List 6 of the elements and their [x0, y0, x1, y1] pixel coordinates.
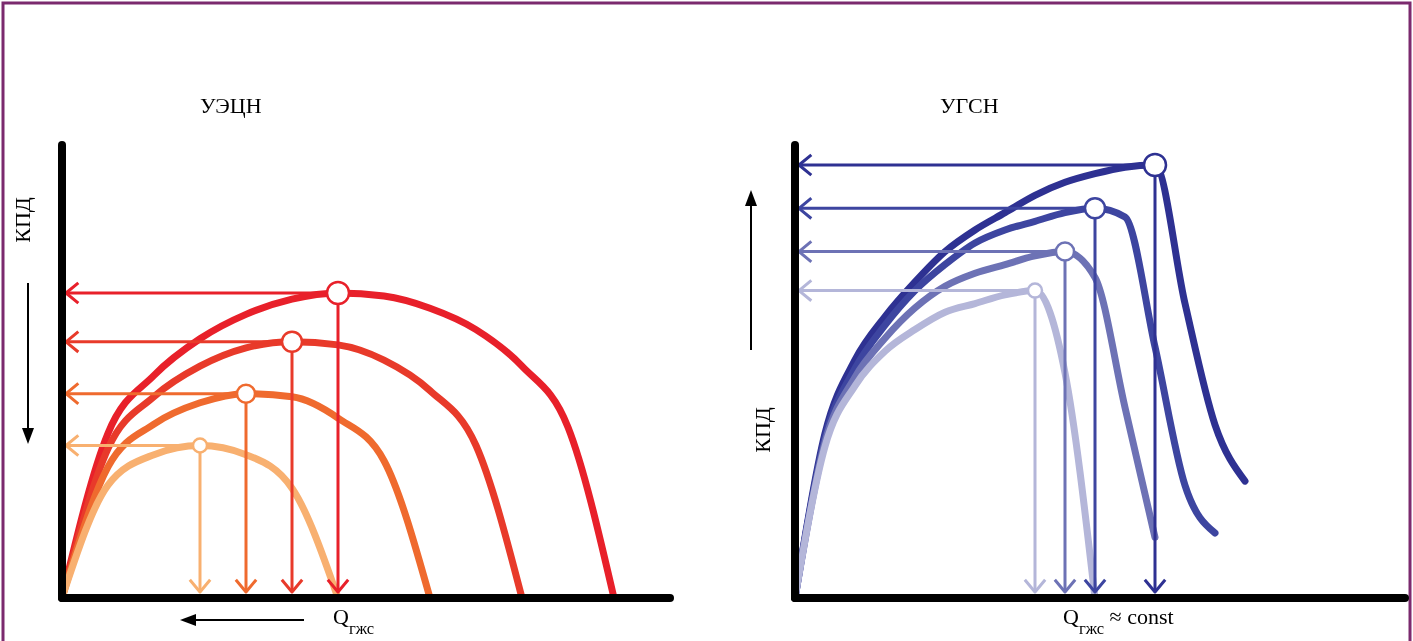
x-axis-title: Q$_{гжс}$: [333, 604, 375, 638]
x-axis-title: Q$_{гжс}$ ≈ const: [1063, 604, 1174, 638]
y-axis-title: КПД: [750, 407, 775, 453]
chart-title: УГСН: [940, 93, 999, 118]
y-axis-title: КПД: [10, 197, 35, 243]
chart-title: УЭЦН: [200, 93, 262, 118]
